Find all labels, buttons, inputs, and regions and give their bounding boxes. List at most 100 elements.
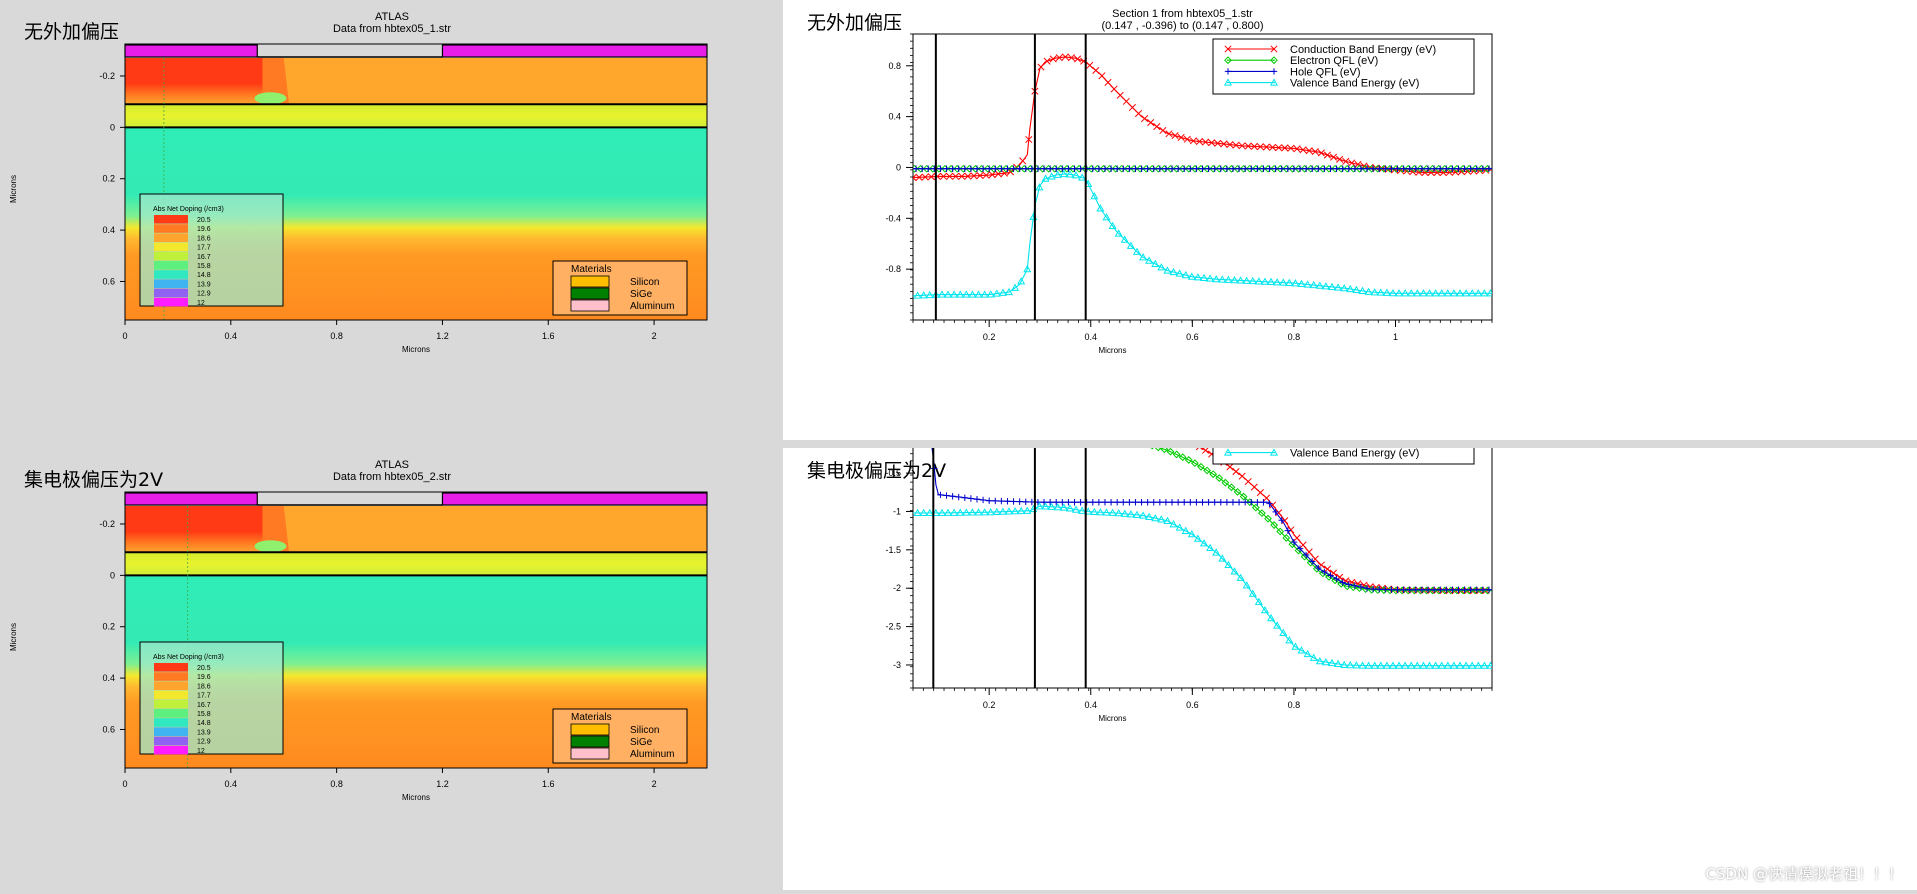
panel-label: 集电极偏压为2V bbox=[807, 460, 946, 482]
doping-legend-swatch bbox=[154, 289, 188, 298]
emitter-contact bbox=[125, 493, 257, 505]
band-diagram-collector-bias: 集电极偏压为2VSection 1 from hbtex05_2.str(0.2… bbox=[783, 448, 1917, 890]
y-tick-label: -0.2 bbox=[99, 519, 115, 529]
x-tick-label: 1 bbox=[1393, 332, 1398, 342]
doping-legend-swatch bbox=[154, 252, 188, 261]
panel-label: 无外加偏压 bbox=[807, 12, 902, 34]
doping-legend-level: 17.7 bbox=[197, 693, 211, 700]
material-name: Aluminum bbox=[630, 749, 674, 760]
materials-legend-title: Materials bbox=[571, 712, 612, 723]
emitter-heavy-doping bbox=[125, 506, 263, 552]
plot-subtitle: (0.147 , -0.396) to (0.147 , 0.800) bbox=[1101, 20, 1263, 32]
x-tick-label: 2 bbox=[652, 331, 657, 341]
material-name: Aluminum bbox=[630, 301, 674, 312]
plot-title: Section 1 from hbtex05_1.str bbox=[1112, 8, 1253, 20]
doping-legend-swatch bbox=[154, 746, 188, 755]
panel-label: 集电极偏压为2V bbox=[24, 469, 163, 491]
doping-legend-swatch bbox=[154, 700, 188, 709]
legend-entry: Valence Band Energy (eV) bbox=[1290, 78, 1419, 90]
y-tick-label: -0.5 bbox=[885, 468, 901, 478]
y-tick-label: 0.8 bbox=[888, 61, 901, 71]
y-tick-label: 0 bbox=[110, 570, 115, 580]
band-panel-zero-bias: 无外加偏压 Section 1 from hbtex05_1.str(0.147 … bbox=[783, 0, 1917, 440]
y-tick-label: -2 bbox=[893, 583, 901, 593]
doping-legend-level: 12 bbox=[197, 300, 205, 307]
doping-legend-level: 20.5 bbox=[197, 665, 211, 672]
doping-legend-level: 13.9 bbox=[197, 281, 211, 288]
base-region bbox=[125, 552, 707, 575]
material-name: Silicon bbox=[630, 725, 659, 736]
doping-legend-level: 14.8 bbox=[197, 720, 211, 727]
y-axis-label: Microns bbox=[9, 623, 18, 651]
x-tick-label: 0.8 bbox=[330, 331, 343, 341]
doping-legend-swatch bbox=[154, 672, 188, 681]
x-axis-label: Microns bbox=[402, 345, 430, 354]
doping-legend-level: 19.6 bbox=[197, 226, 211, 233]
doping-legend-swatch bbox=[154, 261, 188, 270]
doping-legend-level: 16.7 bbox=[197, 254, 211, 261]
x-tick-label: 0.6 bbox=[1186, 700, 1199, 710]
emitter-heavy-doping bbox=[125, 58, 263, 104]
x-tick-label: 0.2 bbox=[983, 700, 996, 710]
doping-legend-swatch bbox=[154, 681, 188, 690]
material-swatch bbox=[571, 736, 609, 747]
material-swatch bbox=[571, 724, 609, 735]
x-tick-label: 0.8 bbox=[330, 779, 343, 789]
doping-legend-swatch bbox=[154, 243, 188, 252]
doping-legend-swatch bbox=[154, 270, 188, 279]
y-tick-label: 0 bbox=[896, 162, 901, 172]
x-tick-label: 0.4 bbox=[1085, 332, 1098, 342]
doping-legend-title: Abs Net Doping (/cm3) bbox=[153, 206, 224, 213]
plot-title: ATLAS bbox=[375, 459, 409, 471]
y-tick-label: -1 bbox=[893, 506, 901, 516]
y-tick-label: 0 bbox=[110, 122, 115, 132]
doping-legend-level: 17.7 bbox=[197, 245, 211, 252]
plot-title: ATLAS bbox=[375, 11, 409, 23]
doping-legend-level: 14.8 bbox=[197, 272, 211, 279]
y-tick-label: 0.4 bbox=[102, 225, 115, 235]
doping-legend-level: 12.9 bbox=[197, 291, 211, 298]
plot-subtitle: Data from hbtex05_1.str bbox=[333, 23, 451, 35]
plot-subtitle: Data from hbtex05_2.str bbox=[333, 471, 451, 483]
x-axis-label: Microns bbox=[1098, 346, 1126, 355]
x-tick-label: 0.8 bbox=[1288, 332, 1301, 342]
y-tick-label: 0.6 bbox=[102, 724, 115, 734]
doping-legend-level: 13.9 bbox=[197, 729, 211, 736]
doping-legend-level: 12.9 bbox=[197, 739, 211, 746]
y-tick-label: 0.2 bbox=[102, 174, 115, 184]
x-axis-label: Microns bbox=[1098, 714, 1126, 723]
doping-legend-level: 12 bbox=[197, 748, 205, 755]
doping-legend-swatch bbox=[154, 279, 188, 288]
material-swatch bbox=[571, 276, 609, 287]
doping-legend-swatch bbox=[154, 298, 188, 307]
doping-legend-swatch bbox=[154, 215, 188, 224]
y-tick-label: -0.2 bbox=[99, 71, 115, 81]
legend-entry: Electron QFL (eV) bbox=[1290, 55, 1378, 67]
material-swatch bbox=[571, 300, 609, 311]
doping-legend-level: 16.7 bbox=[197, 702, 211, 709]
doping-legend-swatch bbox=[154, 224, 188, 233]
material-name: SiGe bbox=[630, 289, 653, 300]
base-region bbox=[125, 104, 707, 127]
band-panel-collector-bias: 集电极偏压为2VSection 1 from hbtex05_2.str(0.2… bbox=[783, 448, 1917, 890]
doping-legend-swatch bbox=[154, 691, 188, 700]
y-tick-label: -2.5 bbox=[885, 622, 901, 632]
junction-spot bbox=[255, 92, 287, 104]
x-tick-label: 1.2 bbox=[436, 331, 449, 341]
y-tick-label: -3 bbox=[893, 660, 901, 670]
panel-background bbox=[783, 448, 1917, 890]
y-tick-label: 0.4 bbox=[102, 673, 115, 683]
x-tick-label: 2 bbox=[652, 779, 657, 789]
legend-entry: Conduction Band Energy (eV) bbox=[1290, 44, 1436, 56]
material-name: Silicon bbox=[630, 277, 659, 288]
legend-entry: Valence Band Energy (eV) bbox=[1290, 448, 1419, 460]
doping-legend-swatch bbox=[154, 709, 188, 718]
x-axis-label: Microns bbox=[402, 793, 430, 802]
emitter-contact bbox=[125, 45, 257, 57]
x-tick-label: 0 bbox=[122, 779, 127, 789]
x-tick-label: 0.4 bbox=[1085, 700, 1098, 710]
doping-legend-swatch bbox=[154, 737, 188, 746]
x-tick-label: 0.6 bbox=[1186, 332, 1199, 342]
